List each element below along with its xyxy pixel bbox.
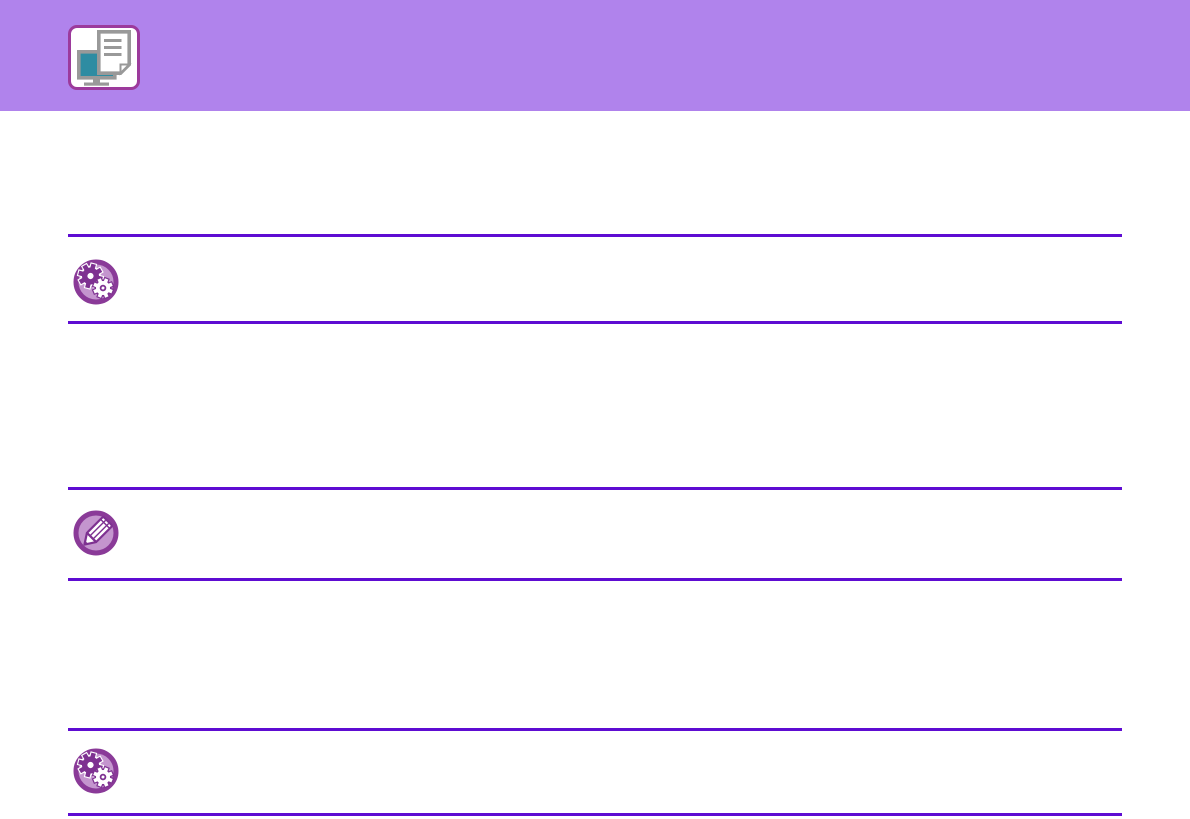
settings-gears-icon [73,748,119,794]
chapter-icon-box [68,25,140,90]
callout-text-area [134,243,1114,315]
callout-text-area [134,496,1114,572]
settings-badge [73,259,119,305]
callout-text-area [134,737,1114,807]
chapter-header-banner [0,0,1190,111]
note-badge [73,510,119,556]
settings-badge [73,748,119,794]
callout-settings-1 [68,234,1122,324]
printing-from-computer-icon [77,29,132,86]
callout-settings-2 [68,728,1122,816]
note-pencil-icon [73,510,119,556]
settings-gears-icon [73,259,119,305]
callout-note [68,487,1122,581]
